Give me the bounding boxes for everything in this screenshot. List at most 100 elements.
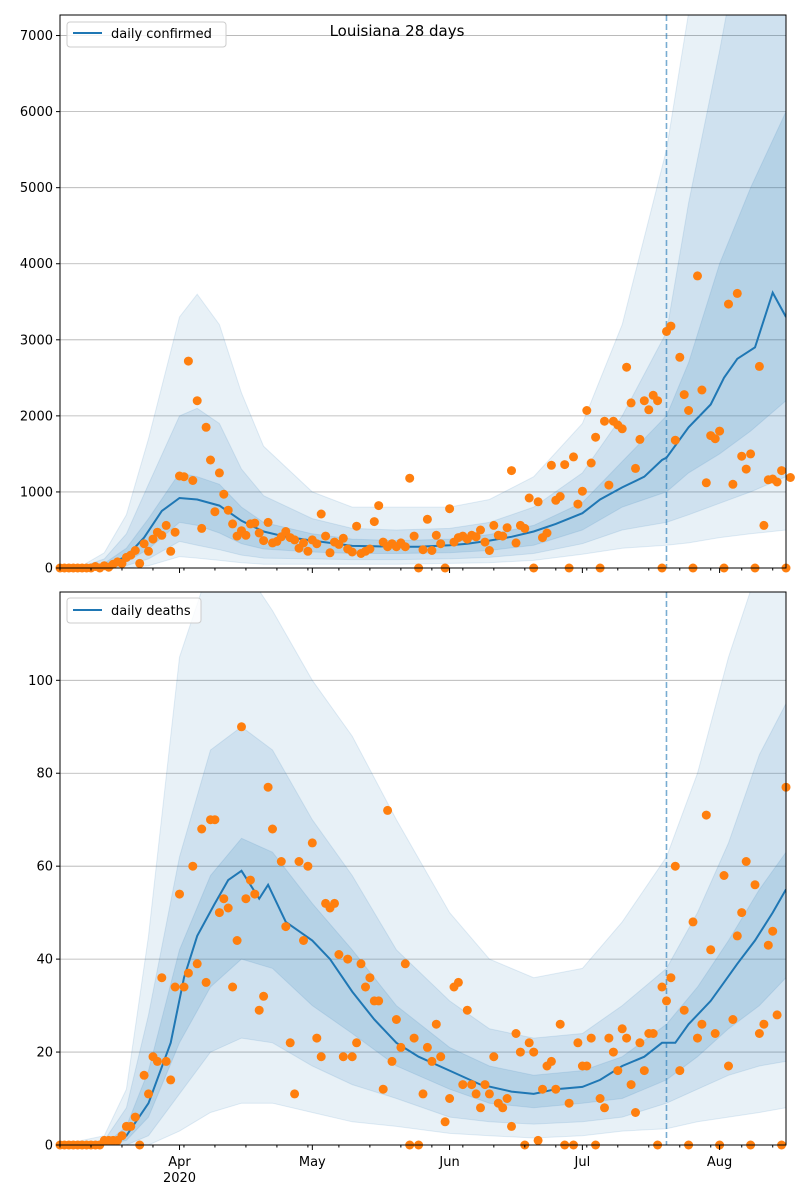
y-tick-label: 20	[36, 1046, 53, 1061]
observed-point	[551, 1084, 561, 1094]
observed-point	[777, 466, 787, 476]
y-tick-label: 5000	[20, 181, 53, 196]
observed-point	[144, 1089, 153, 1099]
observed-point	[188, 861, 198, 871]
observed-point	[555, 492, 565, 501]
observed-point	[361, 982, 370, 992]
observed-point	[741, 464, 751, 474]
observed-point	[591, 432, 601, 442]
observed-point	[312, 1033, 322, 1043]
observed-point	[422, 514, 432, 524]
observed-point	[179, 982, 189, 992]
observed-point	[347, 547, 357, 557]
observed-point	[670, 861, 680, 871]
observed-point	[715, 426, 725, 436]
observed-point	[276, 857, 286, 866]
deaths-y-axis: 0 20 40 60 80 100	[28, 674, 60, 1154]
observed-point	[768, 926, 778, 936]
observed-point	[750, 880, 760, 890]
observed-point	[701, 810, 711, 820]
observed-point	[710, 434, 720, 444]
observed-point	[679, 1005, 689, 1015]
observed-point	[631, 463, 640, 473]
observed-point	[223, 505, 233, 515]
observed-point	[166, 546, 176, 556]
observed-point	[564, 1098, 574, 1108]
observed-point	[175, 889, 184, 899]
observed-point	[622, 362, 632, 372]
uncertainty-band-mid	[60, 15, 786, 568]
observed-point	[206, 455, 215, 465]
confirmed-median-line	[60, 290, 786, 568]
observed-point	[498, 1103, 508, 1113]
observed-point	[666, 321, 676, 331]
x-tick-label: May	[299, 1155, 326, 1170]
observed-point	[374, 501, 384, 511]
observed-point	[569, 452, 578, 462]
y-tick-label: 80	[36, 767, 53, 782]
observed-point	[303, 861, 313, 871]
deaths-axes-frame	[59, 591, 787, 1146]
observed-point	[197, 523, 207, 533]
observed-point	[732, 288, 742, 298]
legend-box	[66, 597, 202, 624]
observed-point	[263, 517, 273, 527]
observed-point	[365, 544, 375, 554]
observed-point	[502, 523, 512, 533]
observed-point	[161, 1056, 171, 1066]
observed-point	[644, 405, 654, 415]
observed-point	[573, 499, 583, 509]
observed-point	[662, 996, 671, 1006]
observed-point	[431, 530, 441, 540]
observed-point	[259, 991, 269, 1001]
observed-point	[352, 1038, 362, 1048]
uncertainty-band-inner	[60, 111, 786, 568]
observed-point	[511, 1029, 521, 1038]
uncertainty-band-mid	[60, 703, 786, 1145]
observed-point	[666, 973, 676, 983]
observed-point	[507, 466, 516, 476]
observed-point	[728, 1015, 738, 1024]
observed-point	[489, 1052, 499, 1062]
observed-point	[325, 548, 335, 558]
observed-point	[608, 1047, 618, 1057]
y-tick-label: 100	[28, 674, 53, 689]
observed-point	[600, 416, 609, 426]
observed-point	[418, 545, 428, 555]
observed-point	[648, 1029, 658, 1038]
observed-point	[130, 546, 140, 555]
observed-point	[688, 917, 698, 927]
confirmed-axes-frame	[59, 14, 787, 569]
observed-point	[538, 1084, 547, 1094]
observed-point	[183, 356, 193, 366]
observed-point	[480, 1080, 490, 1090]
observed-point	[626, 1080, 636, 1090]
observed-point	[223, 903, 233, 913]
observed-point	[728, 479, 738, 489]
x-tick-label: Jul	[574, 1155, 591, 1170]
observed-point	[529, 1047, 539, 1057]
observed-point	[462, 1005, 472, 1015]
observed-point	[724, 299, 733, 309]
legend-label-confirmed: daily confirmed	[111, 27, 212, 42]
observed-point	[445, 504, 455, 514]
observed-point	[232, 936, 242, 945]
observed-point	[675, 1066, 685, 1076]
observed-point	[135, 558, 145, 568]
y-tick-label: 0	[45, 562, 53, 577]
observed-point	[210, 815, 220, 825]
observed-point	[352, 521, 362, 531]
observed-point	[631, 1108, 640, 1117]
observed-point	[383, 805, 393, 815]
observed-point	[635, 434, 645, 444]
observed-point	[546, 1056, 556, 1066]
observed-point	[586, 1033, 596, 1043]
confirmed-x-axis	[59, 568, 774, 573]
confirmed-gridlines	[60, 35, 786, 493]
y-tick-label: 40	[36, 953, 53, 968]
observed-point	[754, 361, 764, 371]
observed-point	[201, 422, 211, 432]
observed-point	[732, 931, 742, 941]
